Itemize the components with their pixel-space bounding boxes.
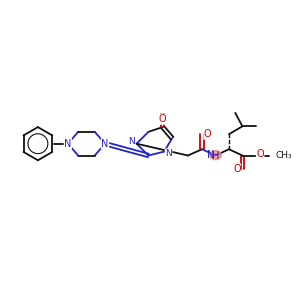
Text: N: N [128, 137, 135, 146]
Ellipse shape [210, 151, 221, 160]
Text: O: O [159, 114, 167, 124]
Text: O: O [204, 129, 212, 139]
Text: N: N [208, 150, 215, 161]
Text: N: N [64, 139, 72, 149]
Text: N: N [165, 149, 172, 158]
Text: O: O [256, 149, 264, 159]
Text: H: H [212, 151, 219, 160]
Text: O: O [233, 164, 241, 174]
Text: N: N [101, 139, 109, 149]
Text: CH₃: CH₃ [276, 151, 292, 160]
